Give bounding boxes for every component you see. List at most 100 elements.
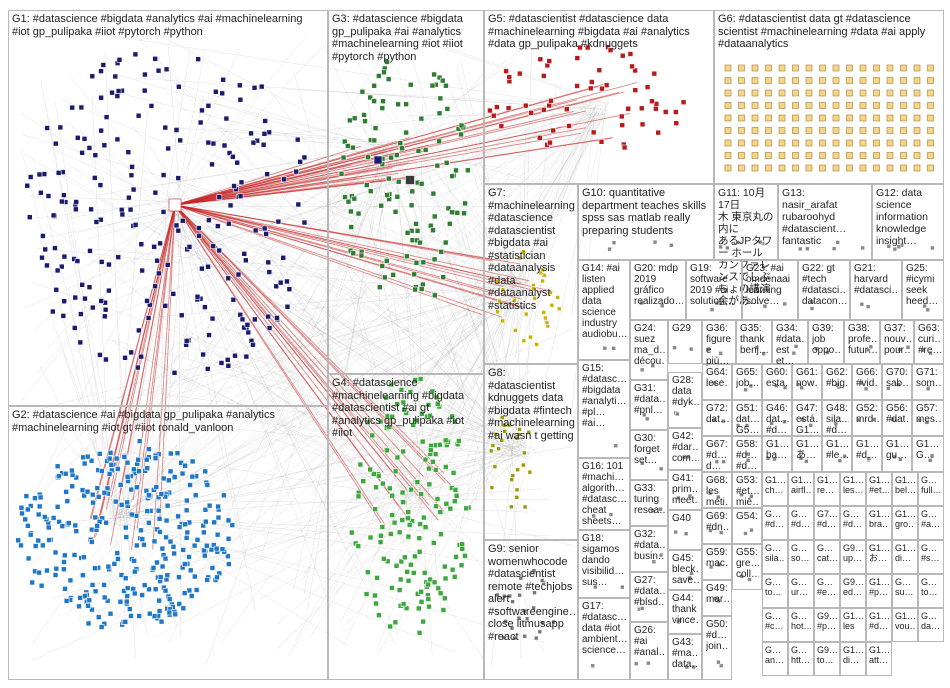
node [258, 83, 265, 90]
node [182, 521, 188, 528]
group-cell-g57: G57: mes… [912, 400, 944, 436]
group-label: G1… あ… [796, 439, 819, 461]
node [548, 97, 554, 104]
node [405, 577, 412, 584]
node [156, 515, 163, 522]
edge [460, 323, 527, 448]
node [432, 292, 438, 299]
node [574, 55, 581, 61]
group-cell-g41: G41: prim… meet… [668, 470, 702, 510]
group-label: G… hot… [791, 611, 811, 631]
node [407, 389, 414, 395]
node [342, 194, 348, 200]
node [543, 315, 548, 321]
node [439, 77, 446, 84]
node [355, 493, 362, 500]
node [214, 574, 220, 581]
node [556, 306, 562, 312]
node [163, 517, 170, 524]
node [778, 139, 786, 147]
node [886, 89, 894, 97]
node [53, 287, 60, 293]
node [778, 89, 786, 97]
node [422, 524, 429, 530]
edge [172, 87, 268, 207]
edge [119, 149, 310, 524]
node [517, 427, 522, 432]
node [156, 608, 163, 614]
node [539, 578, 545, 583]
node [101, 489, 108, 496]
group-label: G… htt… [791, 645, 811, 665]
edge [174, 204, 445, 512]
node [84, 453, 91, 460]
node [724, 102, 732, 109]
group-label: G4: #datascience #machinelearning #bigda… [332, 377, 465, 439]
node [540, 620, 546, 626]
group-label: G1… gro… [895, 509, 915, 529]
edge [176, 127, 399, 145]
node [102, 306, 109, 313]
node [419, 438, 426, 445]
node [211, 542, 217, 548]
edge [168, 210, 543, 456]
node [886, 127, 894, 134]
group-cell-minor: G1… vou… [892, 608, 918, 642]
node [418, 180, 425, 187]
edge [148, 222, 527, 459]
group-cell-g64: G64: lese… [702, 364, 732, 400]
node [724, 64, 732, 72]
node [400, 448, 406, 455]
node [23, 493, 30, 499]
edge [214, 102, 394, 149]
node [765, 102, 772, 109]
node [118, 502, 125, 508]
node [225, 517, 232, 524]
node [127, 206, 134, 213]
node [393, 563, 400, 569]
node [846, 114, 853, 122]
group-label: G51: dat… G5… [736, 403, 759, 436]
node [162, 555, 169, 562]
node [53, 565, 60, 572]
node [225, 535, 232, 542]
node [434, 401, 441, 407]
node [173, 222, 180, 229]
edge [65, 121, 512, 448]
edge [221, 113, 603, 643]
edge [21, 113, 523, 442]
node [180, 547, 186, 553]
group-label: G… #c… [765, 611, 784, 631]
node [379, 524, 386, 530]
node [159, 545, 166, 552]
node [425, 596, 432, 602]
node [52, 572, 59, 578]
edge [413, 286, 515, 388]
group-cell-minor: G1… airfl… [788, 472, 814, 506]
node [117, 598, 124, 605]
node [226, 220, 232, 227]
group-cell-g13: G13: nasir_arafat rubaroohyd #datascient… [778, 184, 872, 260]
node [533, 635, 539, 641]
edge [112, 446, 572, 516]
group-cell-minor: G9… to… [814, 642, 840, 676]
node [355, 210, 362, 217]
node [518, 575, 524, 581]
node [873, 114, 880, 122]
group-label: G1… di… [843, 645, 863, 665]
node [751, 64, 759, 72]
group-cell-minor: G1… #p… [866, 574, 892, 608]
node [130, 186, 137, 193]
node [832, 64, 840, 72]
group-cell-g66: G66: #vid… [852, 364, 882, 400]
node [205, 263, 211, 270]
edge [266, 85, 520, 458]
node [129, 164, 135, 170]
group-cell-g39: G39: job oppo… [808, 320, 844, 364]
group-label: G1… #le… [826, 439, 849, 461]
node [408, 486, 414, 493]
edge [122, 274, 551, 528]
node [900, 127, 907, 134]
node [509, 625, 515, 631]
node [239, 316, 246, 323]
